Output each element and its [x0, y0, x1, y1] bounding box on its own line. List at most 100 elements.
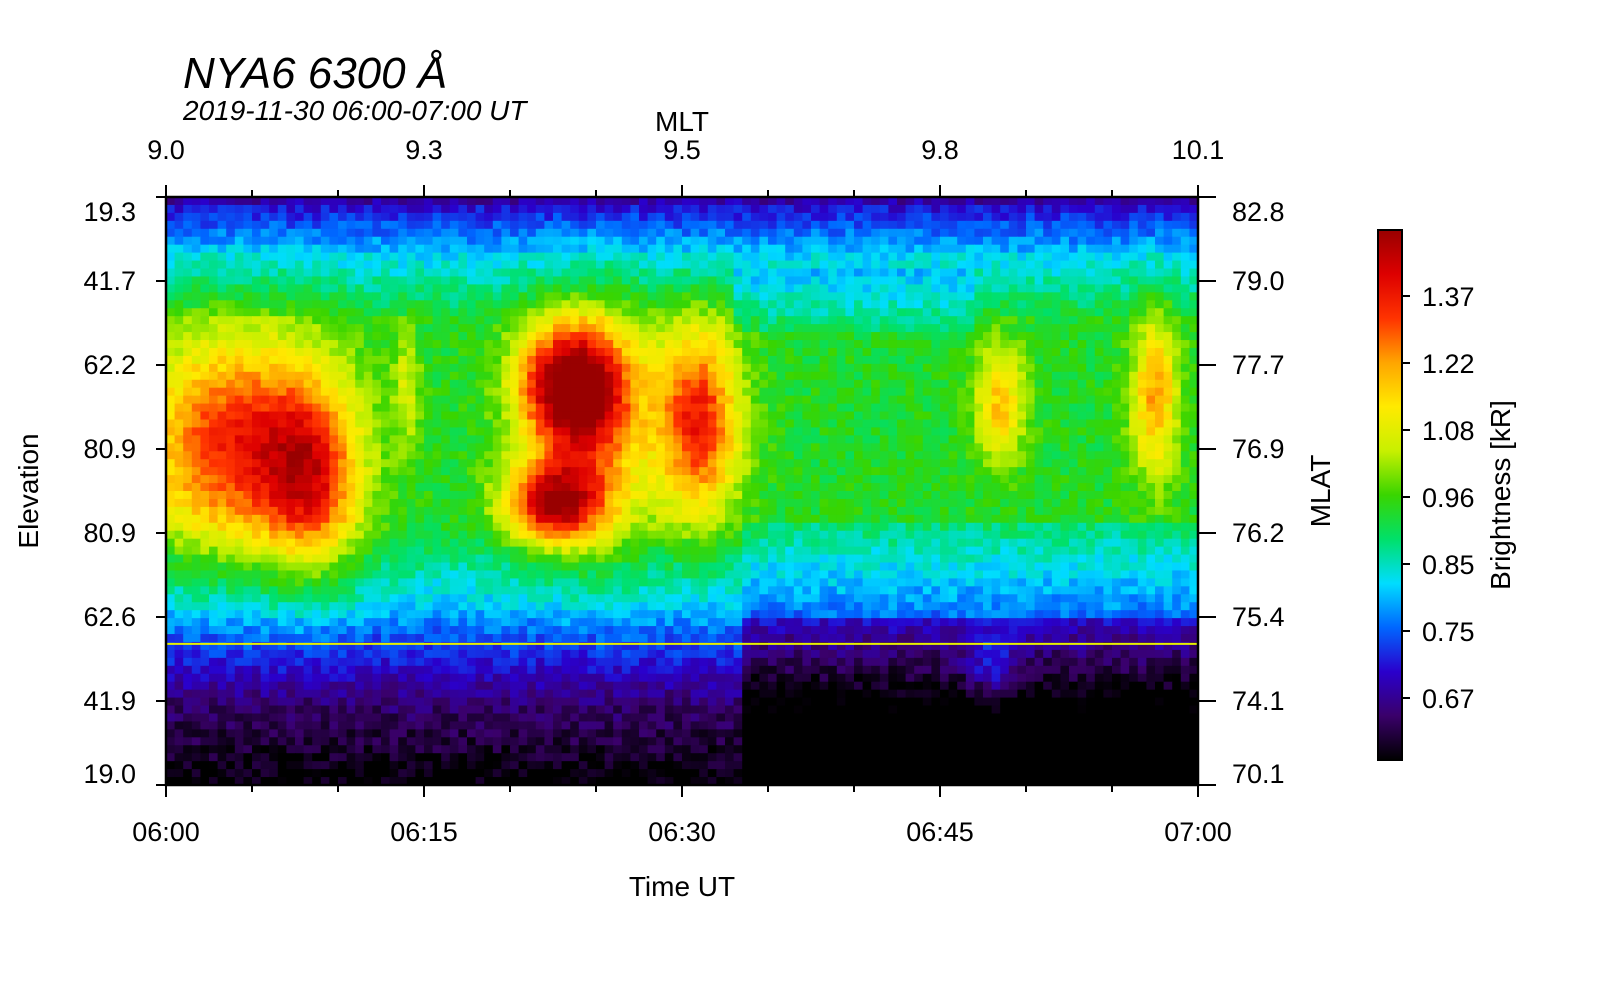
heatmap-cell: [389, 435, 399, 444]
heatmap-cell: [191, 483, 201, 492]
heatmap-cell: [596, 491, 606, 500]
heatmap-cell: [647, 347, 657, 357]
heatmap-cell: [845, 435, 855, 444]
heatmap-cell: [879, 419, 889, 429]
heatmap-cell: [355, 475, 365, 484]
heatmap-cell: [1026, 395, 1036, 405]
heatmap-cell: [931, 435, 941, 444]
heatmap-cell: [1129, 300, 1139, 309]
heatmap-cell: [733, 316, 743, 325]
heatmap-cell: [527, 260, 537, 270]
heatmap-cell: [1026, 491, 1036, 500]
heatmap-cell: [596, 252, 606, 262]
heatmap-cell: [613, 379, 623, 389]
heatmap-cell: [475, 467, 485, 476]
heatmap-cell: [604, 308, 614, 317]
heatmap-cell: [398, 355, 408, 365]
heatmap-cell: [355, 514, 365, 524]
heatmap-cell: [725, 363, 735, 373]
heatmap-cell: [922, 379, 932, 389]
heatmap-cell: [209, 212, 219, 222]
heatmap-cell: [1137, 268, 1147, 278]
heatmap-cell: [441, 236, 451, 246]
heatmap-cell: [432, 260, 442, 270]
heatmap-cell: [475, 475, 485, 484]
heatmap-cell: [492, 475, 502, 484]
heatmap-cell: [277, 308, 287, 317]
heatmap-cell: [725, 371, 735, 381]
heatmap-cell: [1026, 506, 1036, 516]
heatmap-cell: [897, 403, 907, 413]
heatmap-cell: [733, 403, 743, 413]
heatmap-cell: [191, 316, 201, 325]
heatmap-cell: [295, 411, 305, 421]
heatmap-cell: [664, 260, 674, 270]
heatmap-cell: [905, 403, 915, 413]
heatmap-cell: [174, 204, 184, 214]
heatmap-cell: [1000, 220, 1010, 230]
heatmap-cell: [1034, 443, 1044, 452]
heatmap-cell: [922, 300, 932, 309]
heatmap-cell: [957, 204, 967, 214]
heatmap-cell: [965, 228, 975, 238]
heatmap-cell: [320, 491, 330, 500]
heatmap-cell: [656, 403, 666, 413]
heatmap-cell: [897, 332, 907, 341]
heatmap-cell: [983, 204, 993, 214]
heatmap-cell: [1060, 347, 1070, 357]
heatmap-cell: [166, 491, 176, 500]
heatmap-cell: [587, 498, 597, 508]
heatmap-cell: [1146, 347, 1156, 357]
heatmap-cell: [535, 276, 545, 286]
heatmap-cell: [243, 308, 253, 317]
heatmap-cell: [183, 363, 193, 373]
heatmap-cell: [174, 379, 184, 389]
heatmap-cell: [1146, 260, 1156, 270]
heatmap-cell: [785, 514, 795, 524]
heatmap-cell: [630, 347, 640, 357]
heatmap-cell: [1146, 475, 1156, 484]
heatmap-cell: [338, 459, 348, 468]
heatmap-cell: [639, 236, 649, 246]
heatmap-cell: [458, 427, 468, 436]
heatmap-cell: [1112, 443, 1122, 452]
heatmap-cell: [561, 506, 571, 516]
heatmap-cell: [776, 347, 786, 357]
heatmap-cell: [449, 244, 459, 254]
heatmap-cell: [174, 387, 184, 397]
heatmap-cell: [501, 491, 511, 500]
heatmap-cell: [639, 260, 649, 270]
heatmap-cell: [424, 347, 434, 357]
heatmap-cell: [510, 244, 520, 254]
heatmap-cell: [484, 475, 494, 484]
heatmap-cell: [191, 371, 201, 381]
heatmap-cell: [587, 244, 597, 254]
heatmap-cell: [286, 197, 296, 206]
heatmap-cell: [699, 403, 709, 413]
heatmap-cell: [570, 451, 580, 460]
heatmap-cell: [535, 419, 545, 429]
heatmap-cell: [1103, 498, 1113, 508]
heatmap-cell: [776, 324, 786, 333]
heatmap-cell: [785, 475, 795, 484]
heatmap-cell: [1172, 403, 1182, 413]
heatmap-cell: [811, 506, 821, 516]
heatmap-cell: [535, 363, 545, 373]
heatmap-cell: [295, 459, 305, 468]
heatmap-cell: [750, 268, 760, 278]
heatmap-cell: [630, 475, 640, 484]
heatmap-cell: [991, 204, 1001, 214]
heatmap-cell: [570, 236, 580, 246]
heatmap-cell: [183, 252, 193, 262]
heatmap-cell: [544, 443, 554, 452]
heatmap-cell: [320, 220, 330, 230]
heatmap-cell: [535, 371, 545, 381]
heatmap-cell: [200, 268, 210, 278]
heatmap-cell: [940, 411, 950, 421]
heatmap-cell: [286, 403, 296, 413]
heatmap-cell: [501, 514, 511, 524]
heatmap-cell: [725, 236, 735, 246]
heatmap-cell: [166, 252, 176, 262]
heatmap-cell: [234, 475, 244, 484]
heatmap-cell: [372, 403, 382, 413]
